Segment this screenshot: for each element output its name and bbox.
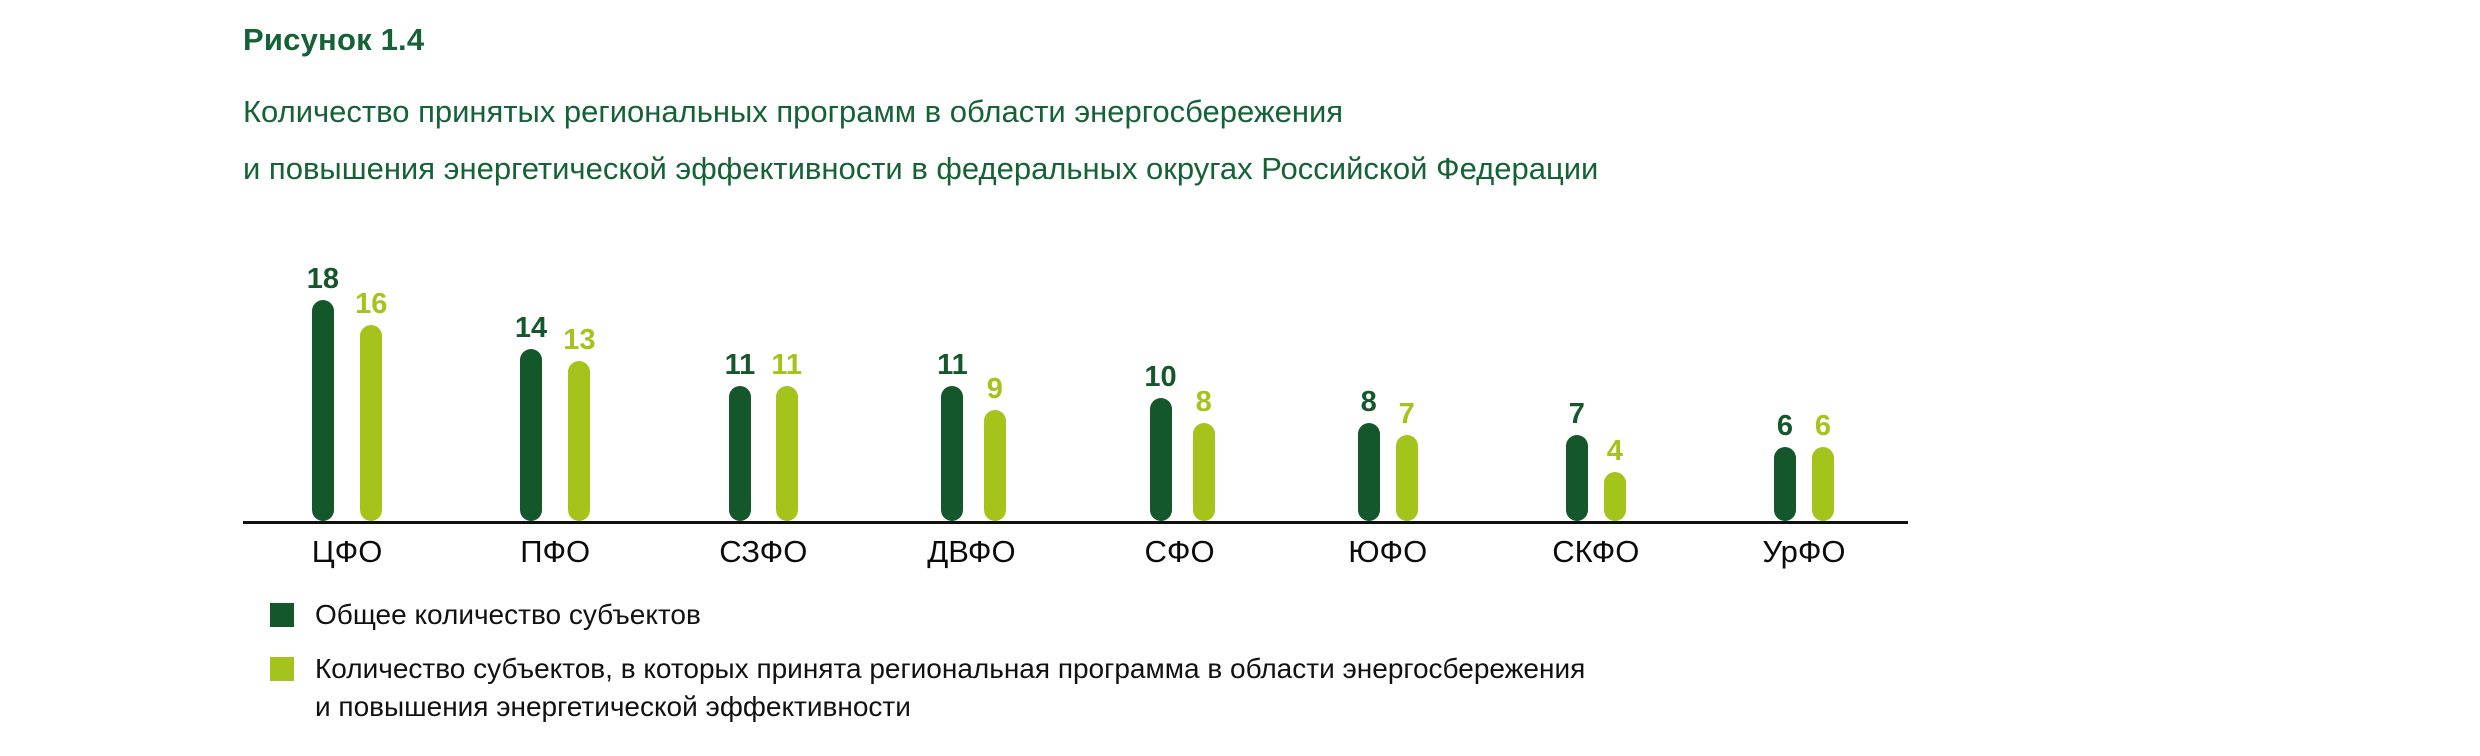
bar-col-total: 7 [1565, 398, 1588, 521]
bar-col-adopted: 16 [355, 289, 387, 521]
bar-col-adopted: 7 [1395, 398, 1418, 521]
bars-row: 18 16 14 13 11 11 11 9 10 8 8 7 7 4 6 6 [243, 264, 1908, 524]
bar-value-label: 11 [937, 349, 968, 381]
bar-value-label: 13 [563, 324, 596, 356]
bar-adopted [1811, 447, 1834, 521]
legend-item-adopted: Количество субъектов, в которых принята … [270, 650, 2480, 726]
bar-col-adopted: 13 [563, 325, 595, 521]
legend-item-total: Общее количество субъектов [270, 596, 2480, 634]
category-label: ПФО [520, 534, 591, 569]
bar-total [1357, 423, 1380, 521]
bar-value-label: 8 [1195, 386, 1212, 418]
bar-total [1565, 435, 1588, 521]
figure-container: Рисунок 1.4 Количество принятых регионал… [243, 22, 2480, 726]
bar-chart: 18 16 14 13 11 11 11 9 10 8 8 7 7 4 6 6 ЦФО ПФО СЗФО ДВФО С… [243, 264, 1908, 570]
bar-total [1149, 398, 1172, 521]
figure-title-line1: Количество принятых региональных програм… [243, 94, 1344, 129]
figure-title-line2: и повышения энергетической эффективности… [243, 151, 1599, 186]
figure-title: Количество принятых региональных програм… [243, 83, 2480, 197]
bar-col-adopted: 11 [771, 350, 802, 521]
bar-value-label: 10 [1144, 361, 1177, 393]
category-label: СКФО [1552, 534, 1640, 569]
category-label: ДВФО [927, 534, 1016, 569]
legend-label-adopted: Количество субъектов, в которых принята … [315, 653, 1586, 722]
bar-value-label: 14 [514, 312, 548, 344]
bar-col-adopted: 9 [983, 373, 1006, 521]
bar-adopted [775, 386, 798, 521]
bar-total [728, 386, 751, 521]
bar-col-adopted: 6 [1811, 410, 1834, 521]
bar-value-label: 18 [306, 263, 340, 295]
bar-adopted [360, 325, 383, 521]
figure-label: Рисунок 1.4 [243, 22, 425, 57]
bar-col-adopted: 4 [1603, 435, 1626, 521]
bar-col-total: 11 [724, 349, 756, 521]
bar-col-total: 11 [937, 350, 968, 521]
legend-label-total: Общее количество субъектов [315, 599, 701, 630]
category-label: ЦФО [311, 534, 383, 569]
bar-group: 18 16 [243, 264, 451, 521]
category-label: СЗФО [719, 534, 808, 569]
bar-value-label: 8 [1360, 386, 1377, 418]
legend-swatch-total [270, 603, 294, 627]
bar-col-total: 14 [515, 313, 547, 521]
chart-legend: Общее количество субъектов Количество су… [270, 596, 2480, 726]
bar-value-label: 11 [724, 349, 756, 381]
bar-col-adopted: 8 [1192, 386, 1215, 521]
bar-value-label: 11 [771, 349, 802, 381]
bar-group: 14 13 [451, 313, 659, 521]
bar-adopted [1395, 435, 1418, 521]
category-label: СФО [1144, 534, 1215, 569]
category-label: ЮФО [1348, 534, 1428, 569]
bar-col-total: 6 [1773, 410, 1796, 521]
bar-group: 11 11 [659, 350, 867, 521]
bar-value-label: 16 [355, 288, 388, 320]
bar-value-label: 9 [986, 373, 1003, 405]
legend-swatch-adopted [270, 657, 294, 681]
bar-adopted [1192, 423, 1215, 521]
bar-total [520, 349, 543, 521]
bar-group: 11 9 [867, 350, 1075, 521]
bar-adopted [983, 410, 1006, 521]
bar-group: 10 8 [1076, 362, 1284, 521]
bar-col-total: 10 [1144, 361, 1177, 521]
bar-adopted [568, 361, 591, 521]
bar-value-label: 7 [1398, 398, 1415, 430]
bar-value-label: 6 [1814, 410, 1831, 442]
bar-adopted [1603, 472, 1626, 521]
bar-value-label: 4 [1606, 435, 1623, 467]
bar-total [1773, 447, 1796, 521]
bar-value-label: 7 [1568, 398, 1585, 430]
category-labels-row: ЦФО ПФО СЗФО ДВФО СФО ЮФО СКФО УрФО [243, 534, 1908, 570]
category-label: УрФО [1762, 534, 1846, 569]
bar-value-label: 6 [1776, 410, 1793, 442]
bar-total [311, 300, 334, 521]
bar-col-total: 8 [1357, 386, 1380, 521]
bar-col-total: 18 [307, 264, 339, 521]
bar-total [941, 386, 964, 521]
